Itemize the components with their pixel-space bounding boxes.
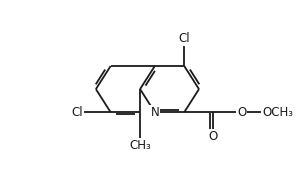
- Text: N: N: [150, 106, 159, 119]
- Text: O: O: [237, 106, 246, 119]
- Text: CH₃: CH₃: [129, 139, 151, 152]
- Text: Cl: Cl: [72, 106, 83, 119]
- Text: OCH₃: OCH₃: [263, 106, 293, 119]
- Text: Cl: Cl: [178, 32, 190, 45]
- Text: O: O: [208, 130, 218, 143]
